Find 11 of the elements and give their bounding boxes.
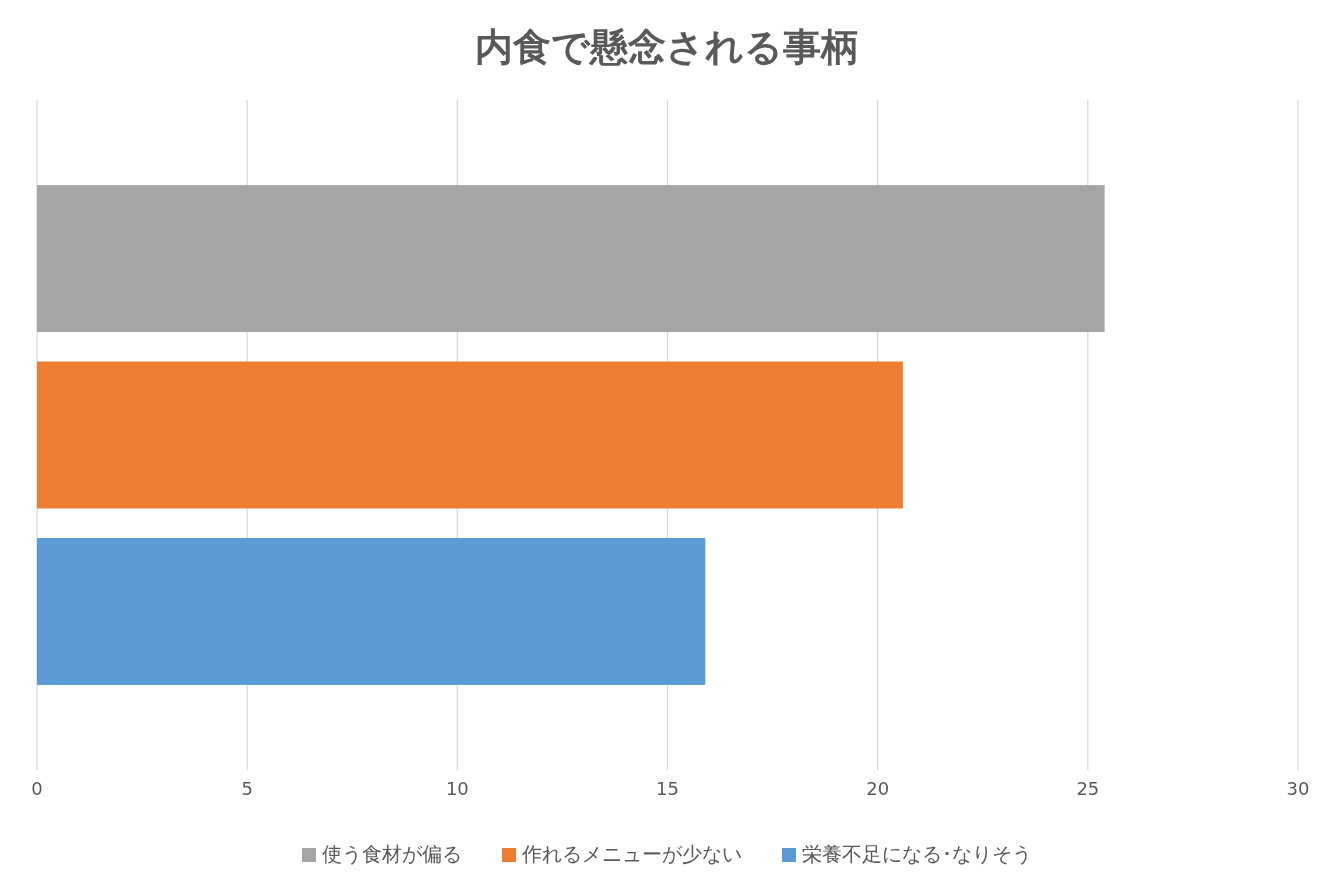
title: 内食で懸念される事柄 [475,25,859,69]
legend-label: 栄養不足になる･なりそう [802,841,1032,866]
x-tick-label: 15 [656,778,679,799]
legend-label: 使う食材が偏る [322,841,462,866]
legend-label: 作れるメニューが少ない [521,841,742,866]
x-tick-label: 20 [866,778,890,799]
x-tick-label: 5 [241,778,253,799]
x-tick-label: 0 [31,778,43,799]
x-tick-label: 25 [1076,778,1100,799]
x-tick-label: 10 [445,778,469,799]
x-tick-label: 30 [1286,778,1310,799]
